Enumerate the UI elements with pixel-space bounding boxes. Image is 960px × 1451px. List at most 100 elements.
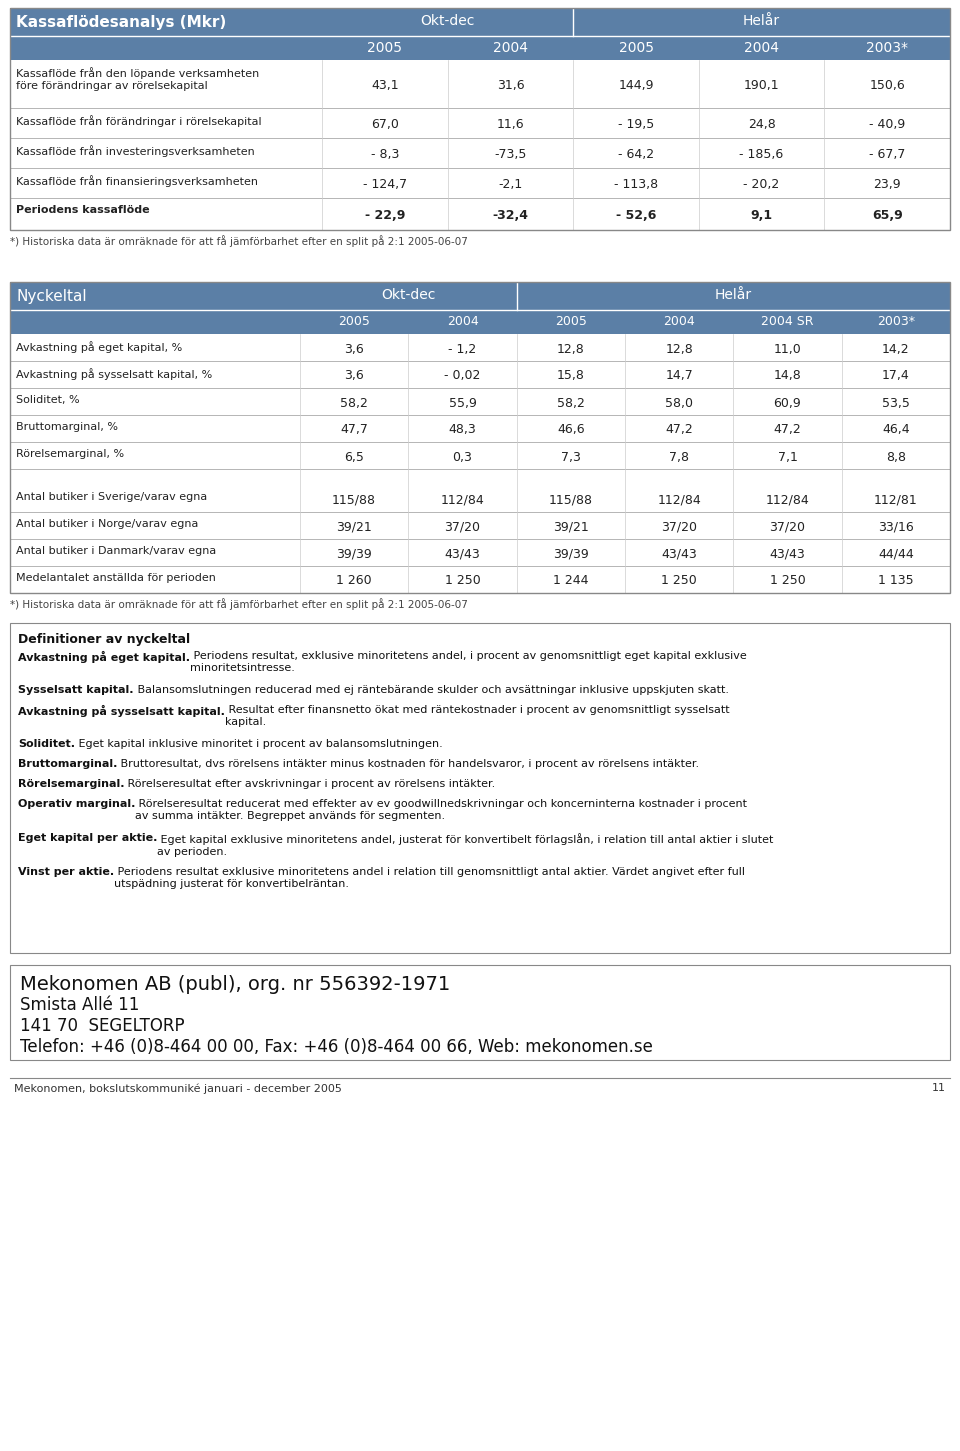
Text: 55,9: 55,9	[448, 396, 476, 409]
Text: 11: 11	[932, 1082, 946, 1093]
Text: Mekonomen AB (publ), org. nr 556392-1971: Mekonomen AB (publ), org. nr 556392-1971	[20, 975, 450, 994]
Bar	[10, 387, 950, 415]
Text: Eget kapital per aktie.: Eget kapital per aktie.	[18, 833, 157, 843]
Text: 2004 SR: 2004 SR	[761, 315, 814, 328]
Bar	[10, 334, 950, 361]
Bar	[10, 443, 950, 469]
Text: Periodens resultat exklusive minoritetens andel i relation till genomsnittligt a: Periodens resultat exklusive minoriteten…	[114, 868, 745, 888]
Text: 1 260: 1 260	[336, 575, 372, 588]
Bar	[10, 9, 950, 59]
Text: *) Historiska data är omräknade för att få jämförbarhet efter en split på 2:1 20: *) Historiska data är omräknade för att …	[10, 598, 468, 609]
Text: 7,8: 7,8	[669, 450, 689, 463]
Text: 2003*: 2003*	[866, 41, 908, 55]
Text: 6,5: 6,5	[345, 450, 364, 463]
Text: Bruttomarginal.: Bruttomarginal.	[18, 759, 117, 769]
Text: Operativ marginal.: Operativ marginal.	[18, 800, 135, 810]
Bar	[10, 622, 950, 953]
Bar	[10, 281, 950, 334]
Bar	[10, 9, 950, 231]
Text: Bruttomarginal, %: Bruttomarginal, %	[16, 422, 118, 432]
Text: *) Historiska data är omräknade för att få jämförbarhet efter en split på 2:1 20: *) Historiska data är omräknade för att …	[10, 235, 468, 247]
Text: 48,3: 48,3	[448, 424, 476, 437]
Text: 14,8: 14,8	[774, 370, 802, 383]
Text: Soliditet.: Soliditet.	[18, 739, 75, 749]
Text: Nyckeltal: Nyckeltal	[16, 289, 86, 305]
Bar	[10, 59, 950, 107]
Text: 1 250: 1 250	[661, 575, 697, 588]
Text: Vinst per aktie.: Vinst per aktie.	[18, 868, 114, 876]
Text: Soliditet, %: Soliditet, %	[16, 395, 80, 405]
Text: 43/43: 43/43	[770, 547, 805, 560]
Text: 39/21: 39/21	[336, 521, 372, 534]
Text: 12,8: 12,8	[665, 342, 693, 355]
Text: 17,4: 17,4	[882, 370, 910, 383]
Text: Resultat efter finansnetto ökat med räntekostnader i procent av genomsnittligt s: Resultat efter finansnetto ökat med ränt…	[225, 705, 730, 727]
Text: Kassaflöde från den löpande verksamheten
före förändringar av rörelsekapital: Kassaflöde från den löpande verksamheten…	[16, 67, 259, 90]
Text: 3,6: 3,6	[345, 370, 364, 383]
Text: 37/20: 37/20	[770, 521, 805, 534]
Text: 14,2: 14,2	[882, 342, 910, 355]
Text: Kassaflödesanalys (Mkr): Kassaflödesanalys (Mkr)	[16, 15, 227, 30]
Text: -73,5: -73,5	[494, 148, 527, 161]
Bar	[10, 197, 950, 231]
Text: 47,7: 47,7	[340, 424, 368, 437]
Text: 47,2: 47,2	[774, 424, 802, 437]
Text: Avkastning på eget kapital.: Avkastning på eget kapital.	[18, 651, 190, 663]
Text: Mekonomen, bokslutskommuniké januari - december 2005: Mekonomen, bokslutskommuniké januari - d…	[14, 1082, 342, 1094]
Text: Periodens kassaflöde: Periodens kassaflöde	[16, 205, 150, 215]
Bar	[10, 512, 950, 538]
Text: Antal butiker i Norge/varav egna: Antal butiker i Norge/varav egna	[16, 519, 199, 530]
Text: Sysselsatt kapital.: Sysselsatt kapital.	[18, 685, 133, 695]
Text: Rörelseresultat reducerat med effekter av ev goodwillnedskrivningar och koncerni: Rörelseresultat reducerat med effekter a…	[135, 800, 748, 821]
Text: - 185,6: - 185,6	[739, 148, 783, 161]
Text: 39/39: 39/39	[553, 547, 588, 560]
Text: 0,3: 0,3	[452, 450, 472, 463]
Text: 150,6: 150,6	[870, 78, 905, 91]
Text: 112/84: 112/84	[658, 493, 701, 506]
Text: - 52,6: - 52,6	[615, 209, 657, 222]
Text: -2,1: -2,1	[498, 178, 522, 192]
Text: Rörelseresultat efter avskrivningar i procent av rörelsens intäkter.: Rörelseresultat efter avskrivningar i pr…	[125, 779, 495, 789]
Text: Okt-dec: Okt-dec	[381, 287, 436, 302]
Text: - 67,7: - 67,7	[869, 148, 905, 161]
Text: - 1,2: - 1,2	[448, 342, 476, 355]
Text: 2004: 2004	[446, 315, 478, 328]
Text: Kassaflöde från investeringsverksamheten: Kassaflöde från investeringsverksamheten	[16, 145, 254, 157]
Text: 60,9: 60,9	[774, 396, 802, 409]
Text: Medelantalet anställda för perioden: Medelantalet anställda för perioden	[16, 573, 216, 583]
Text: Rörelsemarginal.: Rörelsemarginal.	[18, 779, 125, 789]
Text: 23,9: 23,9	[874, 178, 901, 192]
Text: 46,4: 46,4	[882, 424, 910, 437]
Text: 15,8: 15,8	[557, 370, 585, 383]
Bar	[10, 138, 950, 168]
Text: 115/88: 115/88	[332, 493, 376, 506]
Text: Avkastning på sysselsatt kapital, %: Avkastning på sysselsatt kapital, %	[16, 369, 212, 380]
Text: 58,0: 58,0	[665, 396, 693, 409]
Text: 44/44: 44/44	[878, 547, 914, 560]
Text: - 22,9: - 22,9	[365, 209, 405, 222]
Text: Balansomslutningen reducerad med ej räntebärande skulder och avsättningar inklus: Balansomslutningen reducerad med ej ränt…	[133, 685, 729, 695]
Text: 2004: 2004	[492, 41, 528, 55]
Text: 112/84: 112/84	[441, 493, 485, 506]
Text: Telefon: +46 (0)8-464 00 00, Fax: +46 (0)8-464 00 66, Web: mekonomen.se: Telefon: +46 (0)8-464 00 00, Fax: +46 (0…	[20, 1037, 653, 1056]
Text: - 124,7: - 124,7	[363, 178, 407, 192]
Text: - 40,9: - 40,9	[869, 118, 905, 131]
Text: 8,8: 8,8	[886, 450, 906, 463]
Text: -32,4: -32,4	[492, 209, 528, 222]
Text: 115/88: 115/88	[549, 493, 593, 506]
Text: 144,9: 144,9	[618, 78, 654, 91]
Text: 2005: 2005	[368, 41, 402, 55]
Text: 2004: 2004	[663, 315, 695, 328]
Text: Periodens resultat, exklusive minoritetens andel, i procent av genomsnittligt eg: Periodens resultat, exklusive minoritete…	[190, 651, 747, 673]
Text: 58,2: 58,2	[557, 396, 585, 409]
Text: 190,1: 190,1	[744, 78, 780, 91]
Text: Bruttoresultat, dvs rörelsens intäkter minus kostnaden för handelsvaror, i proce: Bruttoresultat, dvs rörelsens intäkter m…	[117, 759, 700, 769]
Text: 14,7: 14,7	[665, 370, 693, 383]
Bar	[10, 361, 950, 387]
Text: 43/43: 43/43	[661, 547, 697, 560]
Text: 43,1: 43,1	[371, 78, 398, 91]
Text: 43/43: 43/43	[444, 547, 480, 560]
Text: 2005: 2005	[555, 315, 587, 328]
Text: Helår: Helår	[715, 287, 752, 302]
Text: Helår: Helår	[743, 15, 780, 28]
